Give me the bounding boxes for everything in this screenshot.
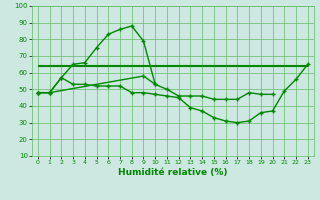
X-axis label: Humidité relative (%): Humidité relative (%) bbox=[118, 168, 228, 177]
